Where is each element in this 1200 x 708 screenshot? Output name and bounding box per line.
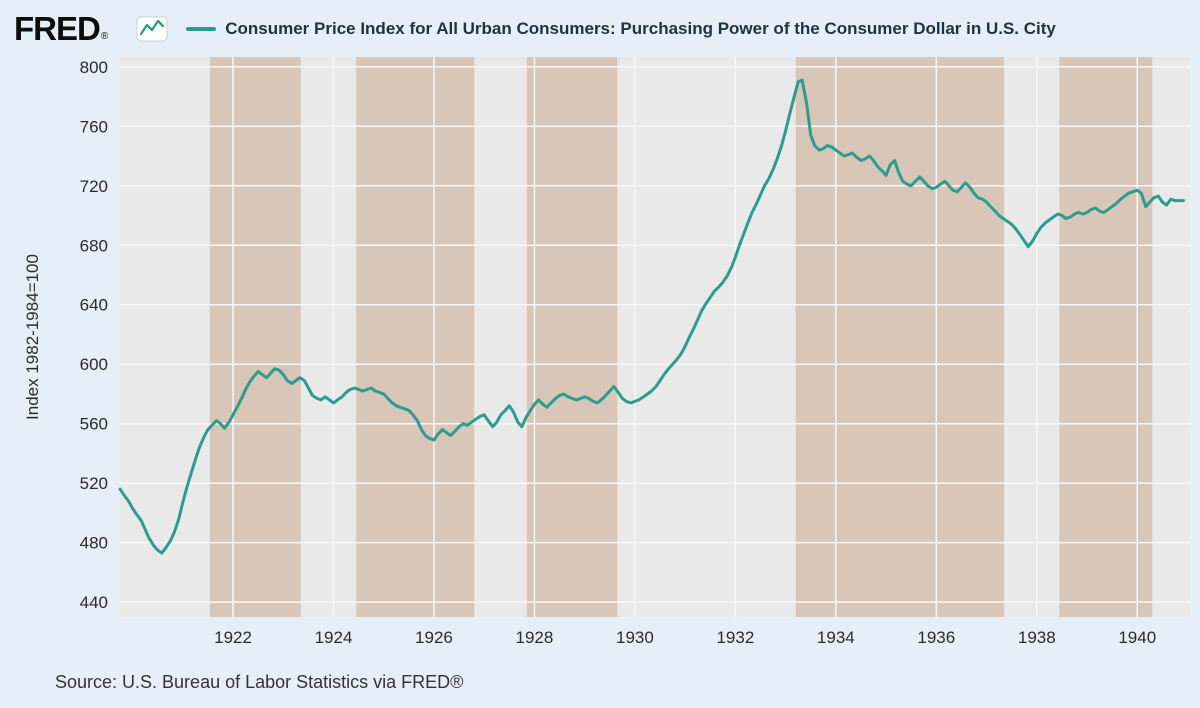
- recession-band: [120, 57, 210, 617]
- series-title[interactable]: Consumer Price Index for All Urban Consu…: [225, 18, 1056, 38]
- x-tick-label: 1938: [1018, 628, 1056, 647]
- fred-logo-text: FRED: [14, 10, 101, 47]
- y-tick-label: 560: [80, 415, 108, 434]
- recession-band: [474, 57, 527, 617]
- x-tick-label: 1936: [917, 628, 955, 647]
- y-tick-label: 600: [80, 355, 108, 374]
- x-tick-label: 1926: [415, 628, 453, 647]
- chart-svg: 1922 1924 1926 1928 1930 1932 1934 1936 1938 1940…: [23, 57, 1190, 647]
- recession-band: [300, 57, 357, 617]
- x-tick-label: 1928: [516, 628, 554, 647]
- x-tick-label: 1940: [1118, 628, 1156, 647]
- x-tick-label: 1930: [616, 628, 654, 647]
- chart-footer: Source: U.S. Bureau of Labor Statistics …: [55, 672, 463, 693]
- y-tick-label: 640: [80, 296, 108, 315]
- y-tick-label: 680: [80, 236, 108, 255]
- y-tick-label: 800: [80, 58, 108, 77]
- chart-header: FRED ® Consumer Price Index for All Urba…: [0, 0, 1200, 57]
- recession-band: [1004, 57, 1060, 617]
- x-tick-label: 1922: [214, 628, 252, 647]
- fred-logo[interactable]: FRED ®: [14, 12, 108, 45]
- recession-band: [617, 57, 796, 617]
- source-text: Source: U.S. Bureau of Labor Statistics …: [55, 672, 464, 692]
- y-tick-label: 760: [80, 117, 108, 136]
- y-axis-title: Index 1982-1984=100: [23, 254, 42, 420]
- y-tick-label: 480: [80, 534, 108, 553]
- data-line: [118, 78, 1185, 555]
- x-tick-label: 1934: [817, 628, 855, 647]
- y-tick-label: 440: [80, 593, 108, 612]
- fred-logo-registered-mark: ®: [100, 31, 109, 42]
- y-tick-label: 720: [80, 177, 108, 196]
- x-tick-label: 1932: [716, 628, 754, 647]
- series-legend: Consumer Price Index for All Urban Consu…: [186, 19, 1056, 39]
- legend-line-swatch: [186, 26, 217, 31]
- x-tick-label: 1924: [315, 628, 353, 647]
- sparkline-chart-icon: [136, 16, 168, 42]
- y-tick-label: 520: [80, 474, 108, 493]
- recession-band: [1152, 57, 1190, 617]
